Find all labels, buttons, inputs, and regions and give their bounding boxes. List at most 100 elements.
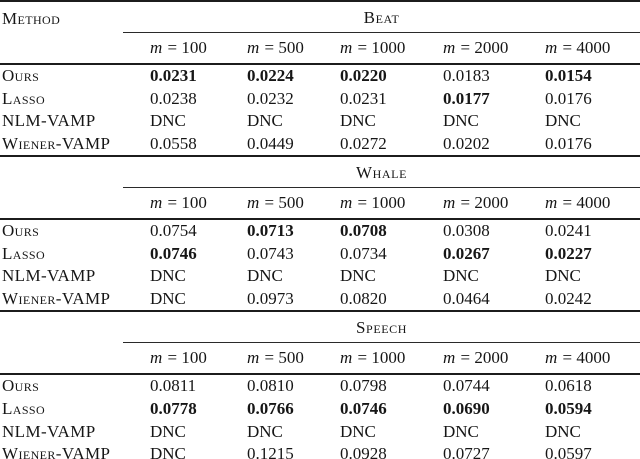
table-row: Lasso 0.0746 0.0743 0.0734 0.0267 0.0227 bbox=[0, 243, 640, 266]
section-title: Whale bbox=[123, 156, 640, 189]
value-cell: DNC bbox=[150, 266, 186, 286]
column-header: m = 1000 bbox=[313, 32, 416, 65]
table-row: Lasso 0.0238 0.0232 0.0231 0.0177 0.0176 bbox=[0, 88, 640, 111]
value-cell: DNC bbox=[545, 266, 581, 286]
value-cell: 0.0227 bbox=[545, 243, 592, 263]
column-header: m = 4000 bbox=[518, 342, 640, 376]
value-cell: 0.0766 bbox=[247, 398, 294, 418]
value-cell: DNC bbox=[150, 111, 186, 131]
value-cell: 0.0176 bbox=[545, 88, 592, 108]
value-cell: DNC bbox=[340, 266, 376, 286]
method-label: Wiener-VAMP bbox=[2, 288, 111, 308]
value-cell: 0.0183 bbox=[443, 66, 490, 85]
section-header-row: Method Beat bbox=[0, 1, 640, 33]
math-var-m: m bbox=[545, 348, 558, 368]
column-header: m = 2000 bbox=[416, 342, 518, 376]
math-var-m: m bbox=[443, 193, 456, 213]
value-cell: DNC bbox=[247, 266, 283, 286]
column-header: m = 500 bbox=[220, 342, 313, 376]
value-cell: 0.0177 bbox=[443, 88, 490, 108]
value-cell: 0.0231 bbox=[150, 66, 197, 85]
math-var-m: m bbox=[150, 193, 163, 213]
section-whale: Whale m = 100 m = 500 m = 1000 m = 2000 m = 4… bbox=[0, 156, 640, 312]
column-header-row: m = 100 m = 500 m = 1000 m = 2000 m = 4000 bbox=[0, 187, 640, 221]
method-label: Lasso bbox=[2, 243, 46, 263]
value-cell: DNC bbox=[247, 421, 283, 441]
value-cell: 0.0820 bbox=[340, 288, 387, 308]
empty-cell bbox=[0, 32, 123, 65]
value-cell: 0.0746 bbox=[150, 243, 197, 263]
table-row: NLM-VAMP DNC DNC DNC DNC DNC bbox=[0, 420, 640, 443]
value-cell: 0.0242 bbox=[545, 288, 592, 308]
value-cell: 0.0713 bbox=[247, 221, 294, 241]
value-cell: DNC bbox=[443, 111, 479, 131]
math-var-m: m bbox=[247, 38, 260, 57]
value-cell: 0.0231 bbox=[340, 88, 387, 108]
value-cell: DNC bbox=[340, 111, 376, 131]
value-cell: 0.0308 bbox=[443, 221, 490, 241]
value-cell: 0.0449 bbox=[247, 133, 294, 153]
value-cell: 0.0238 bbox=[150, 88, 197, 108]
value-cell: 0.0558 bbox=[150, 133, 197, 153]
column-header-row: m = 100 m = 500 m = 1000 m = 2000 m = 4000 bbox=[0, 342, 640, 376]
column-header: m = 100 bbox=[123, 342, 220, 376]
value-cell: 0.0594 bbox=[545, 398, 592, 418]
math-var-m: m bbox=[545, 193, 558, 213]
value-cell: 0.0220 bbox=[340, 66, 387, 85]
value-cell: 0.0928 bbox=[340, 444, 387, 459]
method-label: Lasso bbox=[2, 88, 46, 108]
value-cell: 0.0202 bbox=[443, 133, 490, 153]
method-label: NLM-VAMP bbox=[2, 421, 96, 441]
value-cell: DNC bbox=[340, 421, 376, 441]
math-var-m: m bbox=[340, 193, 353, 213]
value-cell: 0.1215 bbox=[247, 444, 294, 459]
math-var-m: m bbox=[150, 348, 163, 368]
value-cell: 0.0778 bbox=[150, 398, 197, 418]
column-header: m = 500 bbox=[220, 32, 313, 65]
table-row: Wiener-VAMP 0.0558 0.0449 0.0272 0.0202 0.017… bbox=[0, 133, 640, 157]
value-cell: 0.0618 bbox=[545, 376, 592, 396]
method-header: Method bbox=[2, 8, 61, 28]
method-label: NLM-VAMP bbox=[2, 266, 96, 286]
math-var-m: m bbox=[247, 348, 260, 368]
value-cell: 0.0811 bbox=[150, 376, 197, 396]
math-var-m: m bbox=[340, 38, 353, 57]
value-cell: 0.0744 bbox=[443, 376, 490, 396]
value-cell: 0.0224 bbox=[247, 66, 294, 85]
value-cell: 0.0597 bbox=[545, 444, 592, 459]
table-row: NLM-VAMP DNC DNC DNC DNC DNC bbox=[0, 265, 640, 288]
table-row: Ours 0.0754 0.0713 0.0708 0.0308 0.0241 bbox=[0, 219, 640, 243]
value-cell: 0.0690 bbox=[443, 398, 490, 418]
value-cell: 0.0810 bbox=[247, 376, 294, 396]
empty-cell bbox=[0, 342, 123, 376]
value-cell: 0.0464 bbox=[443, 288, 490, 308]
method-label: Ours bbox=[2, 66, 40, 85]
column-header: m = 500 bbox=[220, 187, 313, 221]
column-header: m = 100 bbox=[123, 187, 220, 221]
method-label: Wiener-VAMP bbox=[2, 444, 111, 459]
value-cell: 0.0267 bbox=[443, 243, 490, 263]
value-cell: DNC bbox=[443, 266, 479, 286]
column-header: m = 2000 bbox=[416, 32, 518, 65]
column-header-row: m = 100 m = 500 m = 1000 m = 2000 m = 4000 bbox=[0, 32, 640, 65]
method-label: Ours bbox=[2, 221, 40, 241]
column-header: m = 100 bbox=[123, 32, 220, 65]
table-row: Wiener-VAMP DNC 0.1215 0.0928 0.0727 0.0597 bbox=[0, 443, 640, 459]
section-title: Speech bbox=[123, 311, 640, 344]
math-var-m: m bbox=[443, 38, 456, 57]
table-row: Lasso 0.0778 0.0766 0.0746 0.0690 0.0594 bbox=[0, 398, 640, 421]
value-cell: 0.0746 bbox=[340, 398, 387, 418]
empty-cell bbox=[0, 156, 123, 188]
math-var-m: m bbox=[340, 348, 353, 368]
table-row: Ours 0.0811 0.0810 0.0798 0.0744 0.0618 bbox=[0, 374, 640, 398]
value-cell: 0.0973 bbox=[247, 288, 294, 308]
empty-cell bbox=[0, 187, 123, 221]
column-header: m = 4000 bbox=[518, 187, 640, 221]
column-header: m = 1000 bbox=[313, 342, 416, 376]
section-header-row: Speech bbox=[0, 311, 640, 344]
section-beat: Method Beat m = 100 m = 500 m = 1000 m = 2000… bbox=[0, 1, 640, 157]
value-cell: 0.0708 bbox=[340, 221, 387, 241]
value-cell: DNC bbox=[150, 444, 186, 459]
